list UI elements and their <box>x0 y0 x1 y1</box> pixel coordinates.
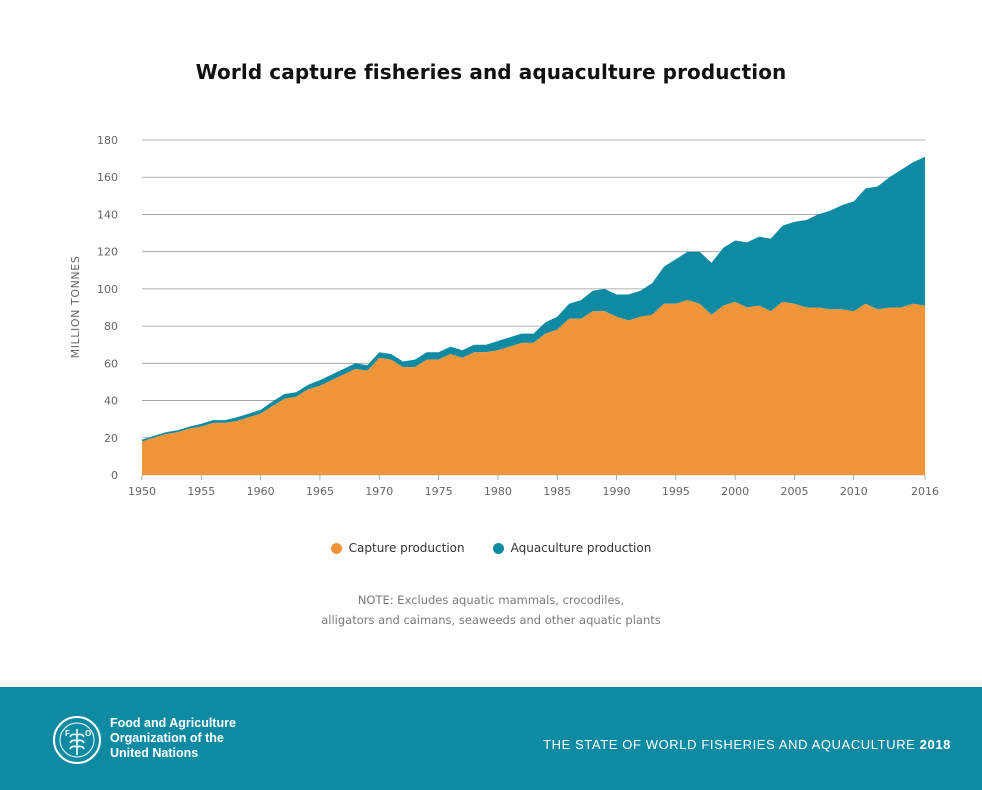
x-tick-label: 1965 <box>306 485 334 498</box>
org-line-3: United Nations <box>110 746 199 760</box>
area-chart: 0 20 40 60 80 100 120 140 160 180 1950 1955 1960 196… <box>69 134 939 498</box>
y-tick-label: 120 <box>97 246 118 259</box>
x-tick-label: 2005 <box>781 485 809 498</box>
x-tick-label: 1960 <box>247 485 275 498</box>
y-tick-label: 20 <box>104 432 118 445</box>
x-tick-label: 1980 <box>484 485 512 498</box>
y-tick-label: 140 <box>97 208 118 221</box>
svg-text:F: F <box>65 729 70 738</box>
x-tick-label: 1985 <box>543 485 571 498</box>
note-line-1: NOTE: Excludes aquatic mammals, crocodil… <box>357 593 625 607</box>
area-aquaculture <box>142 156 925 442</box>
x-tick-label: 1950 <box>128 485 156 498</box>
y-tick-label: 80 <box>104 320 118 333</box>
org-line-2: Organization of the <box>110 731 224 745</box>
y-tick-label: 0 <box>111 469 118 482</box>
fao-logo-icon: F O <box>53 716 101 764</box>
legend-label-capture: Capture production <box>348 541 465 555</box>
legend-swatch-capture <box>330 542 342 554</box>
org-line-1: Food and Agriculture <box>110 716 236 730</box>
x-tick-label: 1990 <box>603 485 631 498</box>
x-tick-label: 1975 <box>425 485 453 498</box>
x-tick-label: 2000 <box>721 485 749 498</box>
report-year: 2018 <box>919 737 951 752</box>
chart-legend: Capture production Aquaculture productio… <box>0 541 982 555</box>
legend-item-aquaculture: Aquaculture production <box>492 541 652 555</box>
chart-note: NOTE: Excludes aquatic mammals, crocodil… <box>0 590 982 630</box>
y-tick-label: 100 <box>97 283 118 296</box>
y-tick-label: 60 <box>104 357 118 370</box>
x-tick-label: 1955 <box>187 485 215 498</box>
report-title-text: THE STATE OF WORLD FISHERIES AND AQUACUL… <box>543 737 916 752</box>
svg-text:O: O <box>85 729 91 738</box>
y-axis-ticks: 0 20 40 60 80 100 120 140 160 180 <box>97 134 118 482</box>
legend-swatch-aquaculture <box>492 542 504 554</box>
report-title: THE STATE OF WORLD FISHERIES AND AQUACUL… <box>543 737 951 752</box>
x-tick-label: 2016 <box>911 485 939 498</box>
organization-name: Food and Agriculture Organization of the… <box>110 716 236 761</box>
y-tick-label: 180 <box>97 134 118 147</box>
chart-title: World capture fisheries and aquaculture … <box>195 60 787 84</box>
note-line-2: alligators and caimans, seaweeds and oth… <box>321 613 661 627</box>
area-capture <box>142 300 925 475</box>
y-axis-label: MILLION TONNES <box>69 256 82 359</box>
y-tick-label: 160 <box>97 171 118 184</box>
area-series <box>142 156 925 475</box>
y-tick-label: 40 <box>104 395 118 408</box>
x-axis-ticks: 1950 1955 1960 1965 1970 1975 1980 1985 1990 1995… <box>128 475 939 498</box>
footer-bar: F O Food and Agriculture Organization of… <box>0 687 982 790</box>
x-tick-label: 1970 <box>365 485 393 498</box>
x-tick-label: 1995 <box>662 485 690 498</box>
legend-item-capture: Capture production <box>330 541 465 555</box>
x-tick-label: 2010 <box>840 485 868 498</box>
legend-label-aquaculture: Aquaculture production <box>510 541 652 555</box>
